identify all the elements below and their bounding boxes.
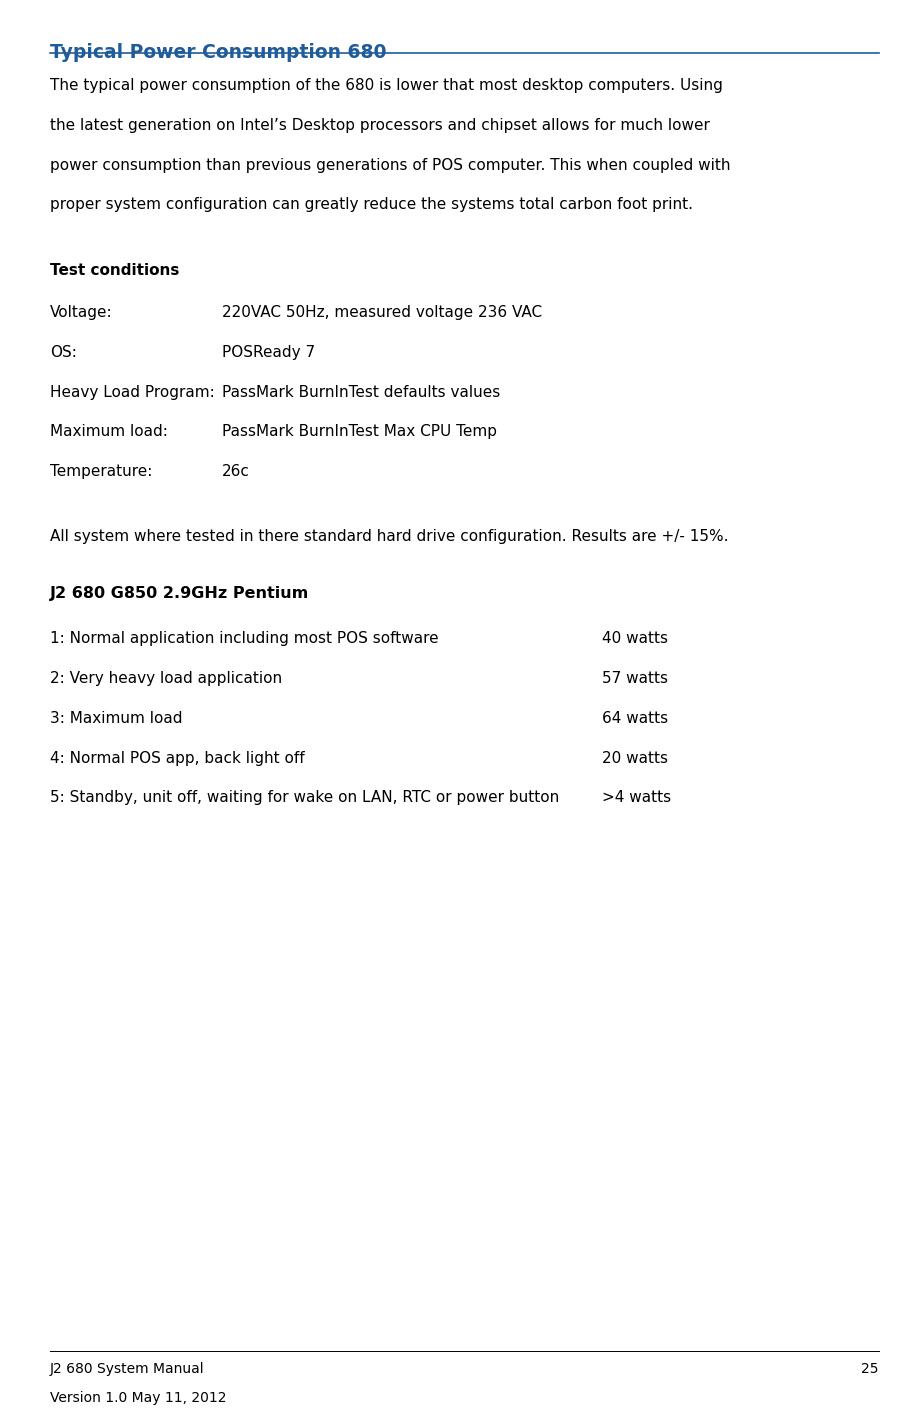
Text: 3: Maximum load: 3: Maximum load xyxy=(50,711,182,727)
Text: 220VAC 50Hz, measured voltage 236 VAC: 220VAC 50Hz, measured voltage 236 VAC xyxy=(222,305,542,321)
Text: 64 watts: 64 watts xyxy=(602,711,669,727)
Text: 20 watts: 20 watts xyxy=(602,751,669,766)
Text: Temperature:: Temperature: xyxy=(50,464,152,480)
Text: All system where tested in there standard hard drive configuration. Results are : All system where tested in there standar… xyxy=(50,529,728,545)
Text: PassMark BurnInTest defaults values: PassMark BurnInTest defaults values xyxy=(222,385,500,400)
Text: 40 watts: 40 watts xyxy=(602,631,669,647)
Text: >4 watts: >4 watts xyxy=(602,790,671,806)
Text: 25: 25 xyxy=(862,1362,879,1376)
Text: PassMark BurnInTest Max CPU Temp: PassMark BurnInTest Max CPU Temp xyxy=(222,424,497,440)
Text: the latest generation on Intel’s Desktop processors and chipset allows for much : the latest generation on Intel’s Desktop… xyxy=(50,118,709,133)
Text: 2: Very heavy load application: 2: Very heavy load application xyxy=(50,671,282,687)
Text: power consumption than previous generations of POS computer. This when coupled w: power consumption than previous generati… xyxy=(50,158,730,173)
Text: J2 680 System Manual: J2 680 System Manual xyxy=(50,1362,205,1376)
Text: Test conditions: Test conditions xyxy=(50,263,179,278)
Text: 26c: 26c xyxy=(222,464,250,480)
Text: 1: Normal application including most POS software: 1: Normal application including most POS… xyxy=(50,631,439,647)
Text: 57 watts: 57 watts xyxy=(602,671,669,687)
Text: Version 1.0 May 11, 2012: Version 1.0 May 11, 2012 xyxy=(50,1391,226,1405)
Text: 5: Standby, unit off, waiting for wake on LAN, RTC or power button: 5: Standby, unit off, waiting for wake o… xyxy=(50,790,559,806)
Text: 4: Normal POS app, back light off: 4: Normal POS app, back light off xyxy=(50,751,304,766)
Text: proper system configuration can greatly reduce the systems total carbon foot pri: proper system configuration can greatly … xyxy=(50,197,693,213)
Text: Typical Power Consumption 680: Typical Power Consumption 680 xyxy=(50,43,386,61)
Text: OS:: OS: xyxy=(50,345,77,360)
Text: POSReady 7: POSReady 7 xyxy=(222,345,315,360)
Text: The typical power consumption of the 680 is lower that most desktop computers. U: The typical power consumption of the 680… xyxy=(50,78,723,94)
Text: J2 680 G850 2.9GHz Pentium: J2 680 G850 2.9GHz Pentium xyxy=(50,586,309,602)
Text: Maximum load:: Maximum load: xyxy=(50,424,168,440)
Text: Voltage:: Voltage: xyxy=(50,305,112,321)
Text: Heavy Load Program:: Heavy Load Program: xyxy=(50,385,215,400)
